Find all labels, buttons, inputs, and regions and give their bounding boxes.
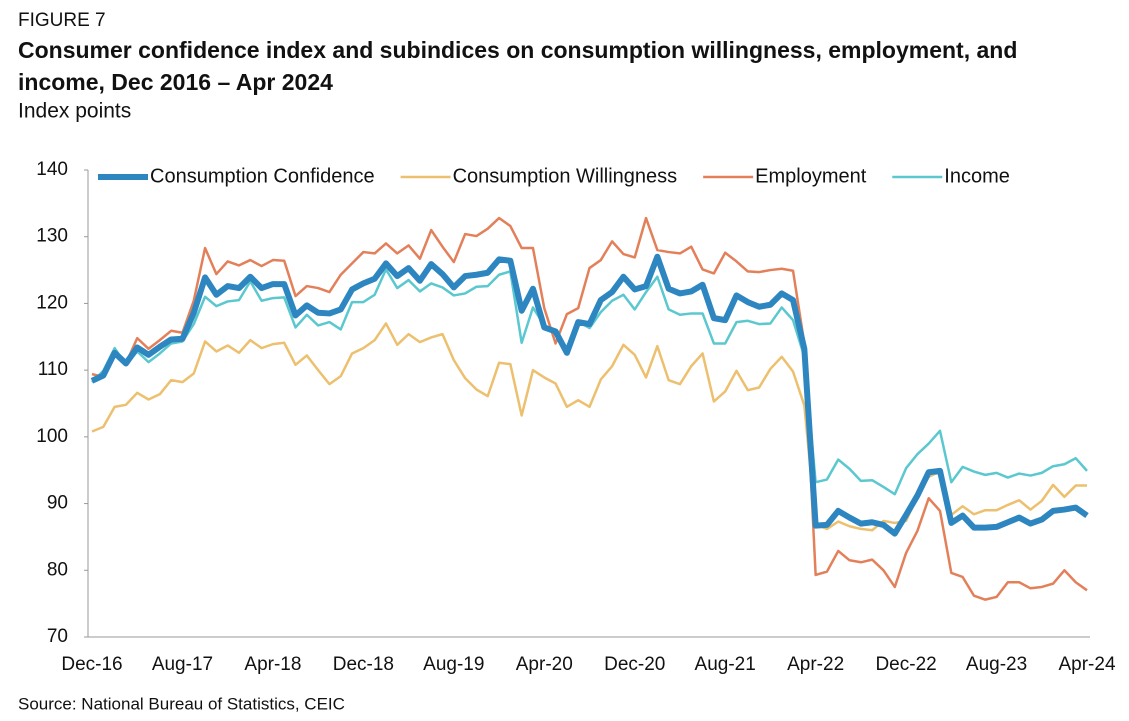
source-note: Source: National Bureau of Statistics, C… <box>18 694 345 713</box>
series-line <box>91 268 1088 496</box>
x-tick-label: Aug-23 <box>966 654 1027 675</box>
x-tick-label: Aug-21 <box>695 654 756 675</box>
series-line <box>91 322 1087 532</box>
y-tick-label: 100 <box>36 426 68 447</box>
legend-label: Consumption Confidence <box>150 165 375 187</box>
chart-subtitle: Index points <box>18 100 131 123</box>
x-tick-label: Dec-22 <box>875 654 936 675</box>
x-tick-label: Apr-18 <box>244 654 301 675</box>
y-tick-label: 130 <box>36 226 68 247</box>
x-tick-label: Apr-20 <box>516 654 573 675</box>
figure-label: FIGURE 7 <box>18 10 106 31</box>
x-tick-label: Apr-24 <box>1058 654 1115 675</box>
x-tick-label: Apr-22 <box>787 654 844 675</box>
x-tick-label: Dec-18 <box>333 654 394 675</box>
y-tick-label: 140 <box>36 159 68 180</box>
legend-label: Consumption Willingness <box>453 165 678 187</box>
y-tick-label: 90 <box>47 493 68 514</box>
x-tick-label: Aug-17 <box>152 654 213 675</box>
x-tick-label: Dec-16 <box>61 654 122 675</box>
legend-label: Employment <box>755 165 867 187</box>
chart-title: Consumer confidence index and subindices… <box>18 37 1017 95</box>
y-tick-label: 120 <box>36 292 68 313</box>
x-tick-label: Dec-20 <box>604 654 665 675</box>
y-tick-label: 110 <box>38 359 68 380</box>
x-tick-label: Aug-19 <box>423 654 484 675</box>
y-tick-label: 80 <box>47 559 68 580</box>
legend-label: Income <box>944 165 1010 187</box>
series-line <box>90 253 1089 537</box>
series-line <box>91 216 1088 601</box>
y-tick-label: 70 <box>47 626 68 647</box>
